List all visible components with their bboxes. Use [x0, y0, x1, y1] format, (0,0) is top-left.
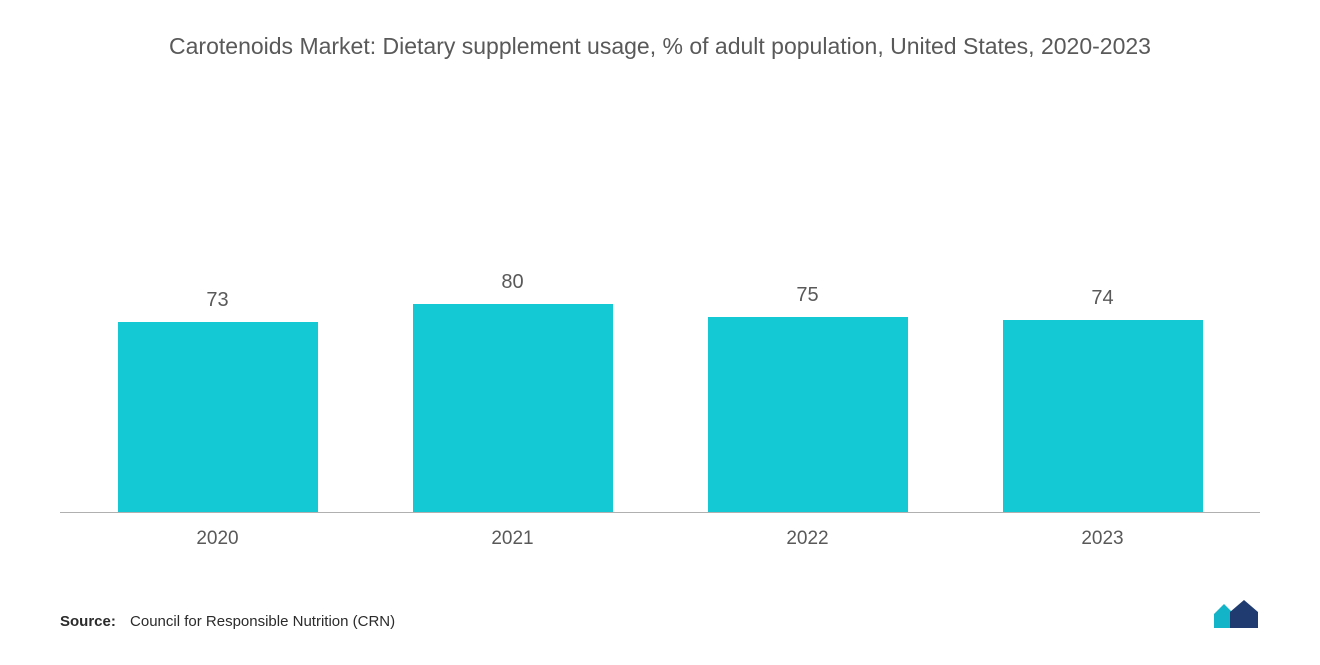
bar-value-label: 73 — [206, 289, 228, 312]
x-axis-label: 2021 — [413, 528, 613, 550]
bar-0 — [118, 322, 318, 512]
bar-2 — [708, 317, 908, 512]
source-text: Council for Responsible Nutrition (CRN) — [130, 613, 395, 630]
bar-1 — [413, 304, 613, 512]
bar-group-0: 73 — [118, 289, 318, 512]
source-label: Source: — [60, 613, 116, 630]
bar-value-label: 74 — [1091, 287, 1113, 310]
chart-container: Carotenoids Market: Dietary supplement u… — [0, 0, 1320, 665]
bar-group-1: 80 — [413, 271, 613, 512]
bar-3 — [1003, 320, 1203, 512]
x-axis-label: 2020 — [118, 528, 318, 550]
x-axis-label: 2023 — [1003, 528, 1203, 550]
source-attribution: Source: Council for Responsible Nutritio… — [60, 613, 395, 630]
bar-group-2: 75 — [708, 284, 908, 512]
brand-logo-icon — [1212, 600, 1260, 630]
bar-value-label: 75 — [796, 284, 818, 307]
bar-group-3: 74 — [1003, 287, 1203, 512]
chart-plot-area: 73 80 75 74 — [60, 72, 1260, 513]
footer-row: Source: Council for Responsible Nutritio… — [60, 600, 1260, 645]
x-axis: 2020 2021 2022 2023 — [60, 513, 1260, 550]
bar-value-label: 80 — [501, 271, 523, 294]
chart-title: Carotenoids Market: Dietary supplement u… — [60, 30, 1260, 62]
x-axis-label: 2022 — [708, 528, 908, 550]
